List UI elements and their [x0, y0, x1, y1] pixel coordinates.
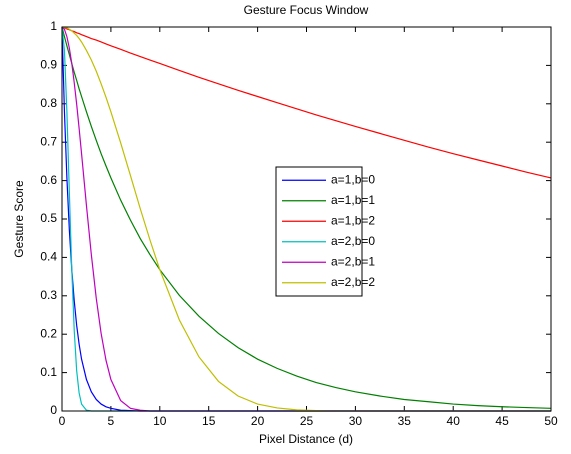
- legend-label: a=1,b=0: [331, 172, 375, 186]
- y-tick-label: 0.7: [40, 134, 57, 148]
- y-tick-label: 0.6: [40, 173, 57, 187]
- y-tick-label: 0.1: [40, 365, 57, 379]
- legend-label: a=2,b=2: [331, 275, 375, 289]
- x-tick-label: 15: [202, 414, 216, 428]
- legend-label: a=2,b=0: [331, 234, 375, 248]
- y-tick-label: 1: [50, 19, 57, 33]
- legend-box: [275, 166, 363, 297]
- x-tick-label: 0: [59, 414, 66, 428]
- y-tick-label: 0: [50, 403, 57, 417]
- x-tick-label: 30: [349, 414, 363, 428]
- y-tick-label: 0.2: [40, 326, 57, 340]
- x-tick-label: 20: [251, 414, 265, 428]
- y-axis-label: Gesture Score: [12, 180, 26, 258]
- x-axis-label: Pixel Distance (d): [259, 432, 353, 446]
- y-tick-label: 0.8: [40, 96, 57, 110]
- x-tick-label: 40: [447, 414, 461, 428]
- series-line: [61, 26, 552, 409]
- legend-label: a=1,b=2: [331, 213, 375, 227]
- x-tick-label: 35: [398, 414, 412, 428]
- x-tick-label: 50: [544, 414, 558, 428]
- chart-title: Gesture Focus Window: [244, 3, 369, 17]
- y-tick-label: 0.3: [40, 288, 57, 302]
- y-tick-label: 0.9: [40, 58, 57, 72]
- x-tick-label: 10: [153, 414, 167, 428]
- x-tick-label: 25: [300, 414, 314, 428]
- legend-label: a=1,b=1: [331, 193, 375, 207]
- x-tick-label: 5: [108, 414, 115, 428]
- series-line: [61, 26, 552, 179]
- y-tick-label: 0.4: [40, 250, 57, 264]
- plot-frame: [61, 26, 552, 412]
- legend-label: a=2,b=1: [331, 254, 375, 268]
- x-tick-label: 45: [495, 414, 509, 428]
- y-tick-label: 0.5: [40, 211, 57, 225]
